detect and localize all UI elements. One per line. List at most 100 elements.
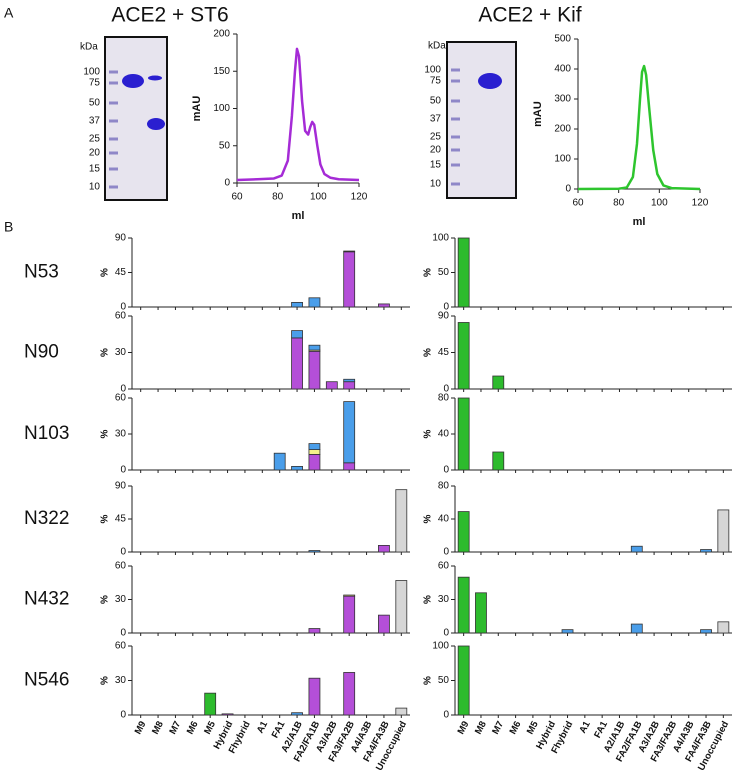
protein-band — [147, 118, 165, 130]
y-tick-label: 30 — [438, 594, 450, 605]
bar-segment — [395, 489, 408, 553]
ladder-band — [109, 167, 118, 171]
y-tick-label: 0 — [443, 302, 449, 313]
x-tick-label: M9 — [133, 719, 149, 736]
y-tick-label: 150 — [213, 66, 230, 77]
bar-segment — [343, 381, 356, 390]
x-tick-label: M8 — [473, 719, 489, 736]
x-tick-label: 80 — [272, 192, 284, 203]
bar-segment — [343, 378, 356, 383]
y-axis-label: % — [100, 268, 111, 277]
y-tick-label: 30 — [115, 594, 127, 605]
bar-segment — [325, 381, 338, 390]
y-tick-label: 45 — [115, 514, 127, 525]
y-tick-label: 60 — [438, 561, 450, 572]
x-tick-label: M7 — [167, 719, 183, 736]
y-tick-label: 40 — [438, 514, 450, 525]
y-tick-label: 50 — [438, 675, 450, 686]
site-label: N432 — [24, 589, 69, 610]
y-tick-label: 0 — [565, 184, 571, 195]
bar-segment — [343, 672, 356, 716]
x-tick-label: A1 — [255, 719, 271, 736]
bar-segment — [308, 628, 321, 634]
gel-marker-label: 37 — [89, 116, 101, 127]
x-tick-label: 120 — [692, 198, 709, 209]
gel-marker-label: 50 — [430, 96, 442, 107]
y-axis-label: % — [423, 429, 434, 438]
y-tick-label: 0 — [120, 710, 126, 721]
x-tick-label: M6 — [185, 719, 201, 736]
y-tick-label: 30 — [115, 675, 127, 686]
x-tick-label: 100 — [310, 192, 327, 203]
bar-segment — [700, 629, 712, 634]
x-tick-label: 100 — [651, 198, 668, 209]
y-axis-label: % — [423, 514, 434, 523]
x-tick-label: M5 — [525, 719, 541, 736]
y-tick-label: 0 — [120, 465, 126, 476]
x-tick-label: 80 — [613, 198, 625, 209]
bar-segment — [343, 462, 356, 471]
y-tick-label: 0 — [443, 384, 449, 395]
site-label: N90 — [24, 342, 59, 363]
bar-segment — [343, 401, 356, 464]
gel-unit: kDa — [80, 42, 98, 53]
ladder-band — [109, 137, 118, 141]
y-tick-label: 200 — [213, 29, 230, 40]
y-tick-label: 0 — [224, 178, 230, 189]
bar-segment — [457, 322, 470, 390]
ladder-band — [109, 151, 118, 155]
y-tick-label: 300 — [554, 94, 571, 105]
ladder-band — [451, 163, 460, 167]
ladder-band — [109, 70, 118, 74]
bar-segment — [308, 453, 321, 471]
y-axis-label: % — [423, 348, 434, 357]
bar-segment — [291, 330, 303, 339]
y-tick-label: 0 — [443, 547, 449, 558]
y-tick-label: 400 — [554, 64, 571, 75]
y-tick-label: 90 — [115, 481, 127, 492]
bar-segment — [492, 451, 505, 471]
ladder-band — [451, 148, 460, 152]
bar-segment — [308, 344, 321, 351]
chart-title: ACE2 + Kif — [478, 4, 581, 27]
y-tick-label: 100 — [432, 641, 449, 652]
x-tick-label: M8 — [150, 719, 166, 736]
y-tick-label: 90 — [115, 233, 127, 244]
bar-segment — [291, 465, 303, 471]
bar-segment — [717, 621, 730, 634]
y-axis-label: % — [100, 348, 111, 357]
gel-marker-label: 25 — [89, 134, 101, 145]
ladder-band — [109, 101, 118, 105]
gel-marker-label: 20 — [89, 148, 101, 159]
y-tick-label: 60 — [115, 393, 127, 404]
bar-segment — [630, 623, 643, 634]
gel-marker-label: 100 — [424, 65, 441, 76]
bar-segment — [291, 712, 303, 716]
y-axis-label: % — [100, 676, 111, 685]
y-axis-label: % — [423, 676, 434, 685]
ladder-band — [451, 135, 460, 139]
y-tick-label: 80 — [438, 481, 450, 492]
gel-marker-label: 75 — [89, 78, 101, 89]
y-axis-label: % — [100, 514, 111, 523]
y-tick-label: 0 — [120, 547, 126, 558]
y-tick-label: 80 — [438, 393, 450, 404]
y-axis-label: % — [100, 429, 111, 438]
y-tick-label: 200 — [554, 124, 571, 135]
gel-marker-label: 20 — [430, 145, 442, 156]
bar-segment — [221, 713, 234, 716]
site-label: N103 — [24, 423, 69, 444]
panel-label: B — [4, 219, 13, 235]
x-axis-label: ml — [633, 216, 646, 228]
y-tick-label: 45 — [115, 267, 127, 278]
bar-segment — [308, 350, 321, 390]
y-tick-label: 100 — [432, 233, 449, 244]
site-label: N546 — [24, 670, 69, 691]
gel-marker-label: 10 — [89, 182, 101, 193]
protein-band — [478, 73, 502, 89]
ladder-band — [109, 185, 118, 189]
bar-segment — [204, 692, 217, 716]
y-tick-label: 0 — [120, 384, 126, 395]
bar-segment — [308, 550, 321, 553]
